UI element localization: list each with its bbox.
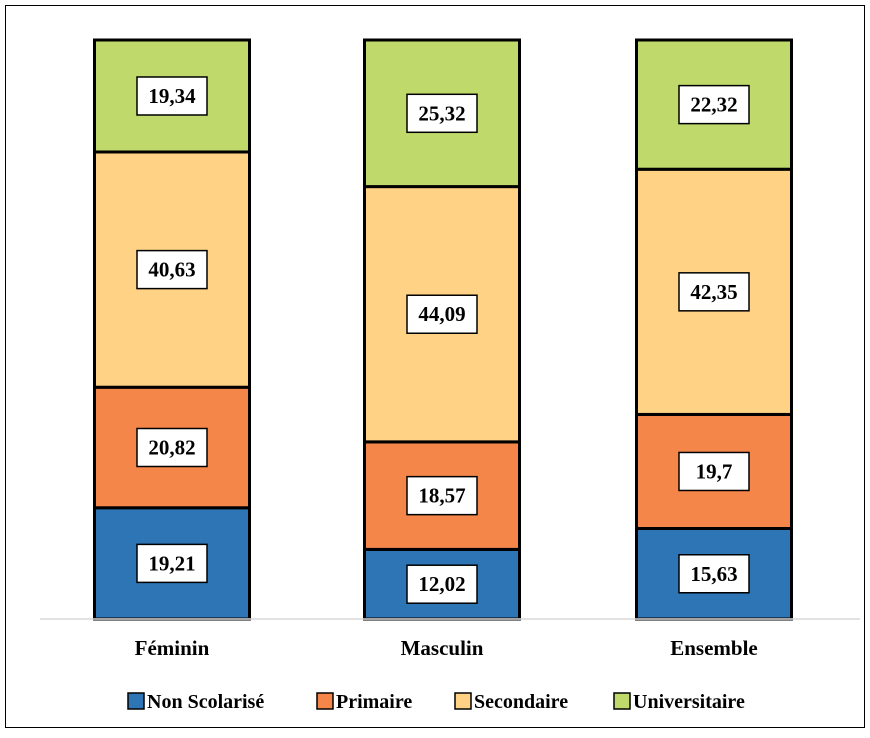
category-label-masculin: Masculin <box>401 636 484 660</box>
data-label: 44,09 <box>418 302 465 326</box>
data-label-box <box>406 564 478 604</box>
data-label: 25,32 <box>418 101 465 125</box>
data-label-box <box>406 475 478 516</box>
legend-swatch-primaire <box>316 692 334 710</box>
legend-label-secondaire: Secondaire <box>474 691 568 713</box>
category-label-feminin: Féminin <box>135 636 210 660</box>
legend-label-non-scolarise: Non Scolarisé <box>147 691 264 713</box>
data-label: 15,63 <box>690 562 737 586</box>
data-labels-layer: 19,21 20,82 40,63 19,34 12,02 18,57 44,09 25,32… <box>136 76 750 604</box>
legend: Non Scolarisé Primaire Secondaire Universit… <box>127 691 745 713</box>
data-label: 20,82 <box>148 436 195 460</box>
data-label-box <box>678 554 750 594</box>
data-label: 18,57 <box>418 484 465 508</box>
data-label: 22,32 <box>690 93 737 117</box>
data-label: 19,7 <box>696 459 733 483</box>
legend-swatch-non-scolarise <box>127 692 145 710</box>
data-label-box <box>136 249 208 290</box>
data-label: 19,34 <box>148 84 196 108</box>
data-label-box <box>136 76 208 116</box>
data-label-box <box>136 543 208 584</box>
data-label-box <box>678 84 750 125</box>
category-label-ensemble: Ensemble <box>670 636 758 660</box>
legend-label-universitaire: Universitaire <box>633 691 745 713</box>
bar-masculin-secondaire <box>363 185 521 444</box>
data-label: 19,21 <box>148 551 195 575</box>
data-label-box <box>406 294 478 334</box>
data-label: 12,02 <box>418 572 465 596</box>
data-label-box <box>678 451 750 492</box>
data-label-box <box>136 427 208 468</box>
legend-label-primaire: Primaire <box>336 691 412 713</box>
data-label: 40,63 <box>148 258 195 282</box>
data-label-box <box>678 272 750 312</box>
category-labels-layer: Féminin Masculin Ensemble <box>135 636 758 660</box>
legend-swatch-universitaire <box>613 692 631 710</box>
data-label-box <box>406 93 478 134</box>
legend-swatch-secondaire <box>454 692 472 710</box>
data-label: 42,35 <box>690 280 737 304</box>
